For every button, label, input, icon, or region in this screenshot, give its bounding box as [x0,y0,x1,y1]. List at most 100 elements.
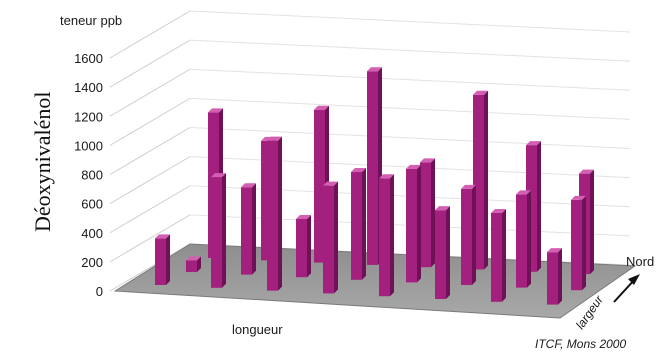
y-tick-labels: 0 200 400 600 800 1000 1200 1400 1600 [74,51,103,299]
bar-side [362,168,366,280]
bar-front [491,212,502,302]
bar-side [417,164,421,283]
bar-side [278,136,282,291]
bar [351,168,366,280]
bar-top [420,158,435,163]
bar [571,195,586,291]
bar-front [473,94,484,270]
bar [406,164,421,283]
grid-line [109,156,191,205]
north-arrowhead-icon [628,274,640,285]
north-label: Nord [626,254,654,269]
bar-front [186,260,197,272]
bar-top [406,164,421,169]
bar-top [323,181,338,186]
source-label: ITCF, Mons 2000 [535,337,626,351]
bar-side [582,195,586,291]
bar-top [186,256,201,261]
grid-line [109,10,191,59]
bar-top [571,195,586,200]
bar-side [484,90,488,270]
y-tick-label: 1400 [74,80,103,95]
bar-front [379,178,390,297]
bar [461,184,476,285]
y-tick-label: 400 [81,226,103,241]
bar-top [526,141,541,146]
bar [435,206,450,299]
bar [211,173,226,288]
bar-side [390,174,394,297]
bar-top [208,108,223,113]
bar-front [323,185,334,294]
grid-line [109,97,191,146]
bar-top [435,206,450,211]
bar-top [547,248,562,253]
bar [491,208,506,302]
bar-side [472,184,476,285]
bar-top [211,173,226,178]
grid-line-back [189,39,631,62]
bar [420,158,435,268]
bar [516,190,531,288]
grid-line-back [189,10,631,33]
bar-front [267,140,278,291]
bar-side [222,173,226,288]
bar-front [155,238,166,285]
bar [526,141,541,272]
bar [379,174,394,297]
y-tick-label: 800 [81,168,103,183]
y-tick-label: 0 [96,284,103,299]
bar-side [307,214,311,278]
bar-side [558,248,562,305]
bar-side [197,256,201,272]
bar-top [155,234,170,239]
y-tick-label: 1600 [74,51,103,66]
bar-top [579,169,594,174]
bar [296,214,311,278]
bar-top [473,90,488,95]
bar-side [431,158,435,268]
bar-top [461,184,476,189]
y-tick-label: 1000 [74,138,103,153]
bar-front [547,252,558,305]
bar-front [241,187,252,275]
bar-top [379,174,394,179]
bar-front [261,140,272,261]
bar-front [461,188,472,285]
bar [267,136,282,291]
bar [241,183,256,275]
bar-front [211,177,222,288]
bar-side [166,234,170,285]
bar-front [367,71,378,265]
bar-side [334,181,338,294]
bar-top [516,190,531,195]
bar-top [267,136,282,141]
bar-top [351,168,366,173]
bar-side [502,208,506,302]
bar [186,256,201,272]
bar-top [296,214,311,219]
bar-side [252,183,256,275]
unit-label: teneur ppb [60,13,122,28]
grid-line-back [189,127,631,149]
bar-front [296,218,307,278]
grid-line [109,39,191,88]
bar [473,90,488,270]
bar-side [537,141,541,272]
bar-side [590,169,594,275]
grid-line [109,68,191,117]
bar-top [314,105,329,110]
grid-line [109,185,191,234]
grid-line [109,214,191,263]
grid-line [109,127,191,175]
bar-top [367,67,382,72]
bar [323,181,338,294]
grid-line-back [189,97,631,120]
bar-front [406,168,417,283]
y-axis-label: Déoxynivalénol [30,91,55,232]
bar-front [351,172,362,280]
bar-front [526,145,537,272]
y-tick-label: 600 [81,197,103,212]
x-axis-label: longueur [232,322,283,337]
bar-side [527,190,531,288]
